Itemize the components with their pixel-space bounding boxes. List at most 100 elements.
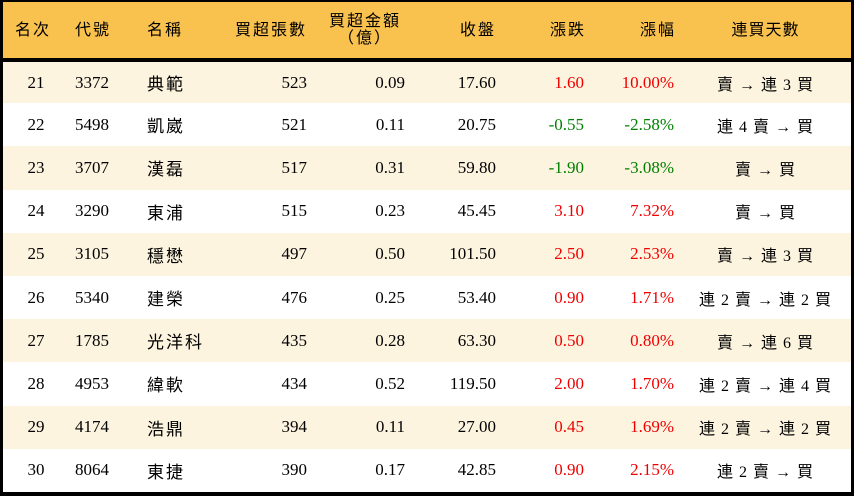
cell-code: 3707 — [75, 157, 109, 177]
cell-rank: 22 — [27, 114, 45, 134]
cell-streak: 連 2 賣 → 連 2 買 — [698, 421, 832, 439]
cell-change-pct: 1.71% — [630, 287, 674, 307]
cell-lots: 394 — [281, 417, 308, 437]
table-row: 29 4174 浩鼎 394 0.11 27.00 0.45 1.69% 連 2… — [3, 405, 851, 449]
cell-amount: 0.09 — [375, 72, 405, 92]
cell-rank: 27 — [27, 330, 45, 350]
cell-lots: 515 — [281, 201, 308, 221]
cell-code: 1785 — [75, 330, 109, 350]
cell-change: 1.60 — [554, 72, 584, 92]
cell-lots: 517 — [281, 157, 308, 177]
cell-streak: 賣 → 買 — [734, 161, 796, 179]
cell-amount: 0.25 — [375, 287, 405, 307]
table-row: 24 3290 東浦 515 0.23 45.45 3.10 7.32% 賣 →… — [3, 189, 851, 233]
cell-change: 2.00 — [554, 373, 584, 393]
cell-code: 4953 — [75, 373, 109, 393]
cell-change: 0.90 — [554, 287, 584, 307]
table-row: 27 1785 光洋科 435 0.28 63.30 0.50 0.80% 賣 … — [3, 319, 851, 363]
header-change-pct: 漲幅 — [590, 2, 680, 62]
cell-close: 42.85 — [457, 460, 496, 480]
cell-rank: 30 — [27, 460, 45, 480]
cell-amount: 0.52 — [375, 373, 405, 393]
header-rank: 名次 — [3, 2, 65, 62]
cell-lots: 435 — [281, 330, 308, 350]
cell-close: 63.30 — [457, 330, 496, 350]
cell-streak: 賣 → 連 3 買 — [716, 76, 814, 94]
cell-amount: 0.17 — [375, 460, 405, 480]
cell-streak: 賣 → 連 6 買 — [716, 334, 814, 352]
cell-change: -0.55 — [548, 114, 584, 134]
cell-change-pct: 1.70% — [630, 373, 674, 393]
table-row: 25 3105 穩懋 497 0.50 101.50 2.50 2.53% 賣 … — [3, 232, 851, 276]
cell-close: 20.75 — [457, 114, 496, 134]
cell-code: 3105 — [75, 244, 109, 264]
cell-name: 典範 — [147, 75, 185, 95]
cell-name: 光洋科 — [147, 333, 204, 353]
cell-change-pct: 0.80% — [630, 330, 674, 350]
cell-change-pct: 2.53% — [630, 244, 674, 264]
table-row: 26 5340 建榮 476 0.25 53.40 0.90 1.71% 連 2… — [3, 275, 851, 320]
cell-change: 0.90 — [554, 460, 584, 480]
cell-name: 穩懋 — [147, 246, 185, 266]
cell-streak: 連 2 賣 → 連 4 買 — [698, 377, 832, 395]
header-streak: 連買天數 — [680, 2, 851, 62]
cell-amount: 0.11 — [375, 417, 405, 437]
cell-name: 東浦 — [147, 203, 185, 223]
cell-rank: 26 — [27, 287, 45, 307]
cell-lots: 476 — [281, 287, 308, 307]
cell-name: 浩鼎 — [147, 419, 185, 439]
header-change: 漲跌 — [500, 2, 590, 62]
cell-change-pct: 2.15% — [630, 460, 674, 480]
table-row: 21 3372 典範 523 0.09 17.60 1.60 10.00% 賣 … — [3, 60, 851, 104]
cell-close: 45.45 — [457, 201, 496, 221]
header-close: 收盤 — [409, 2, 500, 62]
cell-change-pct: -2.58% — [624, 114, 674, 134]
cell-close: 17.60 — [457, 72, 496, 92]
table-row: 28 4953 緯軟 434 0.52 119.50 2.00 1.70% 連 … — [3, 362, 851, 406]
header-net-buy-amount: 買超金額 （億） — [311, 2, 409, 62]
cell-rank: 29 — [27, 417, 45, 437]
cell-close: 53.40 — [457, 287, 496, 307]
table-row: 23 3707 漢磊 517 0.31 59.80 -1.90 -3.08% 賣… — [3, 146, 851, 190]
cell-code: 4174 — [75, 417, 109, 437]
cell-code: 5498 — [75, 114, 109, 134]
cell-change: 0.45 — [554, 417, 584, 437]
cell-change-pct: 7.32% — [630, 201, 674, 221]
header-name: 名稱 — [135, 2, 225, 62]
table-header-row: 名次 代號 名稱 買超張數 買超金額 （億） 收盤 漲跌 漲幅 連買天數 — [3, 2, 851, 62]
cell-close: 101.50 — [449, 244, 496, 264]
cell-streak: 賣 → 買 — [734, 205, 796, 223]
cell-amount: 0.31 — [375, 157, 405, 177]
cell-change: 2.50 — [554, 244, 584, 264]
cell-name: 漢磊 — [147, 160, 185, 180]
table-row: 30 8064 東捷 390 0.17 42.85 0.90 2.15% 連 2… — [3, 448, 851, 492]
cell-rank: 24 — [27, 201, 45, 221]
cell-lots: 434 — [281, 373, 308, 393]
cell-name: 緯軟 — [147, 376, 185, 396]
table-row: 22 5498 凱崴 521 0.11 20.75 -0.55 -2.58% 連… — [3, 103, 851, 147]
cell-amount: 0.28 — [375, 330, 405, 350]
cell-name: 凱崴 — [147, 117, 185, 137]
cell-streak: 賣 → 連 3 買 — [716, 248, 814, 266]
cell-change-pct: 1.69% — [630, 417, 674, 437]
cell-streak: 連 2 賣 → 買 — [716, 464, 814, 482]
cell-rank: 21 — [27, 72, 45, 92]
cell-lots: 390 — [281, 460, 308, 480]
cell-change-pct: 10.00% — [621, 72, 674, 92]
cell-rank: 25 — [27, 244, 45, 264]
cell-change: -1.90 — [548, 157, 584, 177]
cell-amount: 0.23 — [375, 201, 405, 221]
header-net-buy-amount-line1: 買超金額 — [328, 13, 401, 30]
cell-close: 27.00 — [457, 417, 496, 437]
cell-lots: 497 — [281, 244, 308, 264]
cell-change: 0.50 — [554, 330, 584, 350]
net-buy-ranking-table: 名次 代號 名稱 買超張數 買超金額 （億） 收盤 漲跌 漲幅 連買天數 21 … — [3, 2, 851, 492]
cell-code: 5340 — [75, 287, 109, 307]
cell-name: 建榮 — [147, 290, 185, 310]
cell-change-pct: -3.08% — [624, 157, 674, 177]
cell-streak: 連 4 賣 → 買 — [716, 118, 814, 136]
cell-code: 3372 — [75, 72, 109, 92]
cell-code: 8064 — [75, 460, 109, 480]
cell-amount: 0.11 — [375, 114, 405, 134]
